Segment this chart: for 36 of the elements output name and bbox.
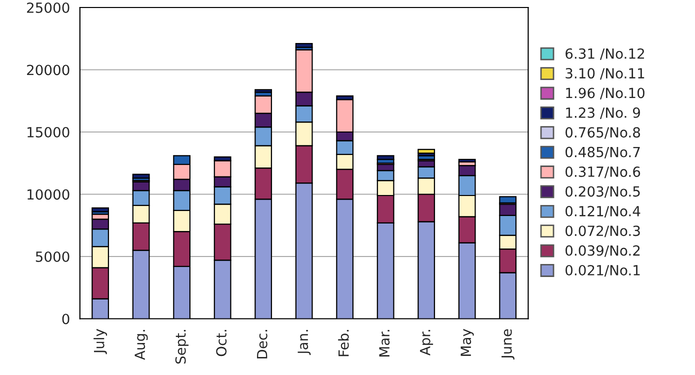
y-tick-label: 0 [62,314,70,324]
y-tick-label: 10000 [28,189,70,200]
x-tick-label: May [460,328,474,356]
bar [458,158,476,162]
legend-label: 0.317/No.6 [566,166,640,178]
y-tick-label: 25000 [27,2,70,13]
x-tick-label: July [94,328,108,354]
x-tick-label: Dec. [257,330,268,358]
bar [92,207,110,212]
legend-label: 1.23 /No. 9 [566,107,640,120]
legend-label: 0.765/No.8 [566,127,640,139]
legend-label: 0.203/No.5 [566,186,640,198]
legend-label: 3.10 /No.11 [566,68,644,80]
bar [254,89,272,93]
bar [376,155,394,160]
x-tick-label: Jan. [298,330,311,356]
bar [418,148,436,154]
bar [132,174,150,179]
legend-label: 0.072/No.3 [566,226,640,238]
x-tick-label: Mar. [379,330,390,356]
y-tick-label: 15000 [28,126,70,138]
legend-label: 0.121/No.4 [566,206,640,218]
legend-label: 6.31 /No.12 [566,48,644,60]
x-tick-label: June [502,329,514,360]
x-tick-label: Sept. [175,330,189,364]
legend-label: 0.021/No.1 [566,264,640,277]
x-tick-label: Apr. [420,330,434,356]
x-tick-label: Feb. [338,330,349,356]
y-tick-label: 20000 [27,64,70,76]
legend-label: 0.039/No.2 [566,245,640,257]
legend-label: 1.96 /No.10 [566,88,644,100]
legend-label: 0.485/No.7 [566,146,640,158]
x-tick-label: Aug. [134,330,148,360]
bar [295,43,313,48]
x-tick-label: Oct. [216,330,227,356]
y-tick-label: 5000 [36,251,70,262]
